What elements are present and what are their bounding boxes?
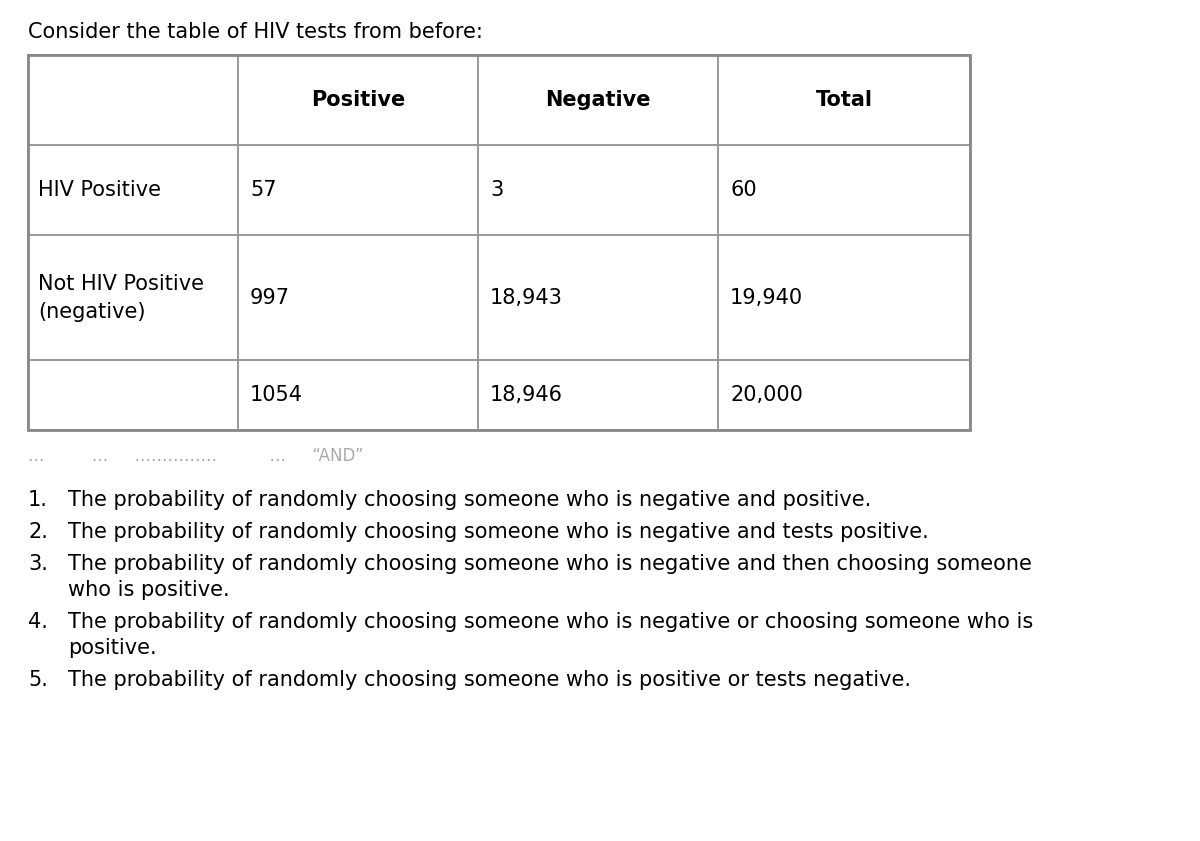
Bar [478,235,718,360]
Text: The probability of randomly choosing someone who is negative and positive.: The probability of randomly choosing som… [68,490,871,510]
Text: The probability of randomly choosing someone who is negative and tests positive.: The probability of randomly choosing som… [68,522,929,542]
Text: Not HIV Positive
(negative): Not HIV Positive (negative) [38,273,204,321]
Text: 57: 57 [250,180,276,200]
Text: HIV Positive: HIV Positive [38,180,161,200]
Text: 18,943: 18,943 [490,288,563,308]
Text: 1054: 1054 [250,385,302,405]
Text: 4.: 4. [28,612,48,632]
Bar [28,360,238,430]
Text: The probability of randomly choosing someone who is positive or tests negative.: The probability of randomly choosing som… [68,670,911,690]
Text: who is positive.: who is positive. [68,580,229,600]
Text: Positive: Positive [311,90,406,110]
Text: The probability of randomly choosing someone who is negative and then choosing s: The probability of randomly choosing som… [68,554,1032,574]
Bar [238,55,478,145]
Bar [238,145,478,235]
Text: 997: 997 [250,288,290,308]
Bar [28,55,970,430]
Bar [478,360,718,430]
Bar [718,55,970,145]
Text: Consider the table of HIV tests from before:: Consider the table of HIV tests from bef… [28,22,482,42]
Text: 19,940: 19,940 [730,288,803,308]
Text: 5.: 5. [28,670,48,690]
Bar [718,145,970,235]
Text: 3.: 3. [28,554,48,574]
Text: 20,000: 20,000 [730,385,803,405]
Text: positive.: positive. [68,638,157,658]
Text: 1.: 1. [28,490,48,510]
Text: Negative: Negative [545,90,650,110]
Text: 60: 60 [730,180,757,200]
Bar [238,360,478,430]
Bar [238,235,478,360]
Text: 2.: 2. [28,522,48,542]
Bar [28,145,238,235]
Bar [718,235,970,360]
Text: Total: Total [816,90,872,110]
Bar [478,145,718,235]
Text: The probability of randomly choosing someone who is negative or choosing someone: The probability of randomly choosing som… [68,612,1033,632]
Text: 3: 3 [490,180,503,200]
Bar [478,55,718,145]
Text: 18,946: 18,946 [490,385,563,405]
Bar [718,360,970,430]
Bar [28,235,238,360]
Text: …         …     ……………          …     “AND”: … … …………… … “AND” [28,447,364,465]
Bar [28,55,238,145]
